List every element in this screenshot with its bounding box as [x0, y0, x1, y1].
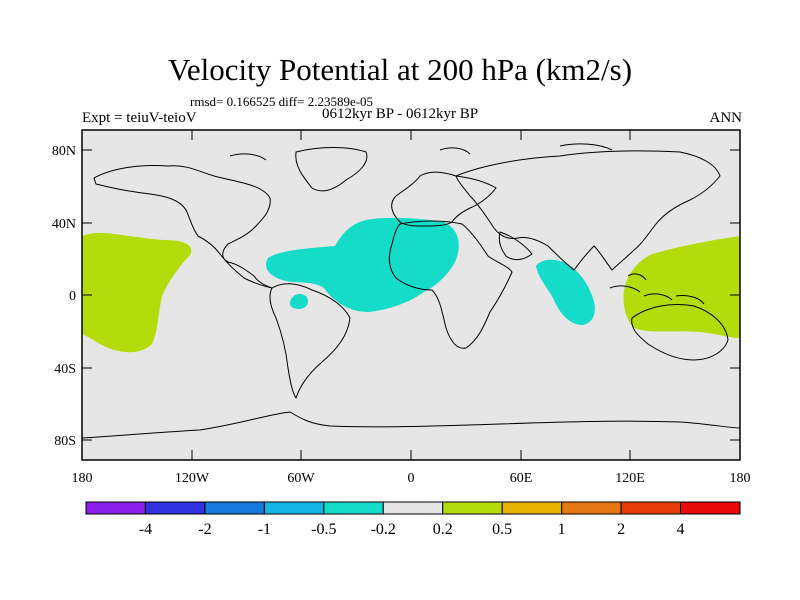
- coast-maritime-continent: [609, 273, 705, 305]
- positive-regions: [82, 232, 740, 353]
- lon-label-120w: 120W: [175, 471, 210, 486]
- lon-label-60e: 60E: [510, 471, 533, 486]
- colorbar: [85, 501, 741, 515]
- colorbar-swatch: [263, 501, 325, 515]
- lat-label-80s: 80S: [54, 434, 76, 449]
- colorbar-swatch: [620, 501, 682, 515]
- coast-europe-africa: [391, 171, 497, 227]
- colorbar-label: -0.2: [371, 521, 396, 538]
- lon-label-180w: 180: [72, 471, 93, 486]
- colorbar-label: 0.2: [433, 521, 453, 538]
- coast-greenland: [295, 147, 368, 192]
- colorbar-swatch: [144, 501, 206, 515]
- lat-label-40s: 40S: [54, 362, 76, 377]
- coast-north-america: [93, 165, 273, 289]
- negative-region-indian-ocean: [536, 259, 595, 325]
- positive-region-central-pacific: [82, 232, 192, 353]
- colorbar-label: 0.5: [492, 521, 512, 538]
- colorbar-labels: -4 -2 -1 -0.5 -0.2 0.2 0.5 1 2 4: [139, 521, 685, 538]
- lat-label-0: 0: [69, 289, 76, 304]
- experiment-label: Expt = teiuV-teioV: [82, 110, 197, 126]
- lon-label-60w: 60W: [287, 471, 315, 486]
- negative-region-amazon-spot: [289, 294, 308, 309]
- colorbar-label: 4: [677, 521, 685, 538]
- colorbar-label: -2: [198, 521, 211, 538]
- colorbar-label: -0.5: [311, 521, 336, 538]
- lat-label-80n: 80N: [52, 144, 76, 159]
- colorbar-swatch: [382, 501, 444, 515]
- negative-regions: [265, 217, 595, 325]
- colorbar-swatch: [85, 501, 146, 515]
- coast-antarctica: [81, 411, 741, 439]
- coastlines: [81, 143, 741, 439]
- coast-arctic-islands: [229, 143, 613, 161]
- colorbar-swatch: [501, 501, 563, 515]
- lon-axis: [81, 130, 741, 460]
- coast-south-america: [269, 283, 351, 399]
- colorbar-label: 2: [617, 521, 625, 538]
- season-label: ANN: [709, 110, 743, 126]
- colorbar-swatch: [323, 501, 384, 515]
- coast-asia: [455, 150, 721, 271]
- colorbar-swatch: [204, 501, 265, 515]
- colorbar-swatch: [442, 501, 503, 515]
- coast-arabia: [498, 231, 533, 261]
- lat-label-40n: 40N: [52, 217, 76, 232]
- stats-line: rmsd= 0.166525 diff= 2.23589e-05: [190, 94, 374, 109]
- colorbar-swatch: [680, 501, 741, 515]
- negative-region-atlantic-africa: [265, 217, 459, 312]
- coast-africa: [388, 220, 513, 349]
- positive-region-west-pacific: [623, 236, 740, 338]
- colorbar-swatch: [561, 501, 622, 515]
- colorbar-label: 1: [558, 521, 566, 538]
- lon-label-180e: 180: [730, 471, 751, 486]
- lon-label-120e: 120E: [615, 471, 645, 486]
- colorbar-label: -1: [258, 521, 271, 538]
- map-title: Velocity Potential at 200 hPa (km2/s): [167, 52, 633, 87]
- lon-label-0: 0: [408, 471, 415, 486]
- lon-labels: 180 120W 60W 0 60E 120E 180: [72, 471, 751, 486]
- colorbar-label: -4: [139, 521, 152, 538]
- period-label: 0612kyr BP - 0612kyr BP: [322, 106, 479, 122]
- lat-axis: [82, 149, 740, 441]
- lat-labels: 80N 40N 0 40S 80S: [52, 144, 76, 449]
- coast-australia: [631, 304, 729, 361]
